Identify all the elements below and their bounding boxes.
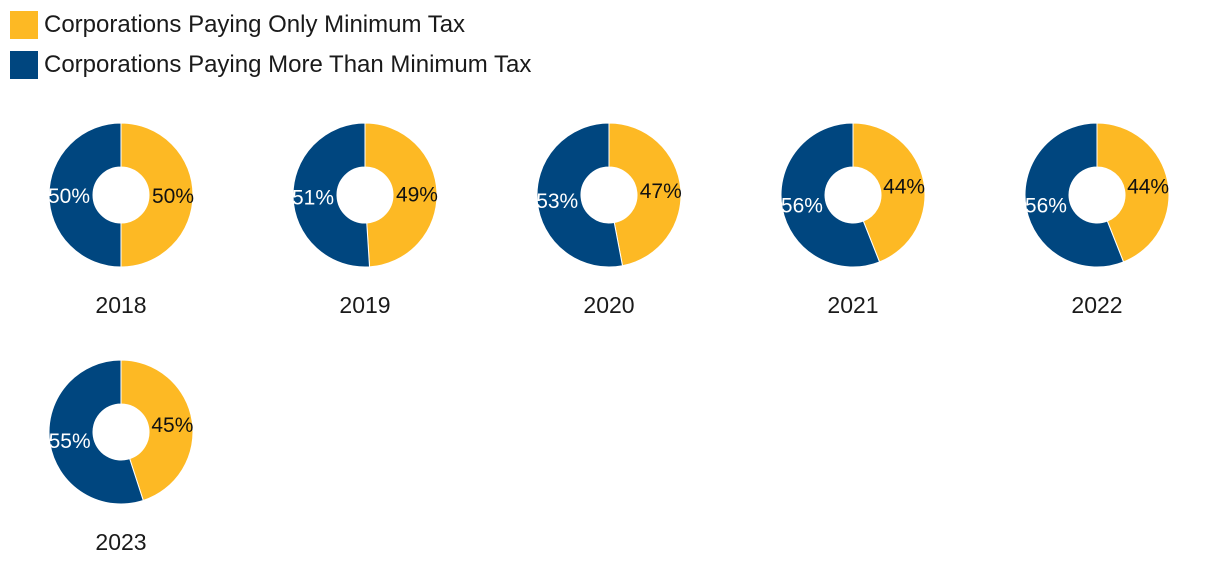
slice-2020-more-than-minimum — [536, 122, 624, 268]
donut-2021: 44% 56% 2021 — [780, 122, 926, 318]
year-label-2021: 2021 — [827, 292, 878, 318]
year-label-2022: 2022 — [1071, 292, 1122, 318]
legend-label-only-minimum: Corporations Paying Only Minimum Tax — [44, 11, 466, 38]
slice-2019-more-than-minimum — [292, 122, 371, 268]
data-label-2018-more-than-minimum: 50% — [48, 185, 90, 208]
legend: Corporations Paying Only Minimum Tax Cor… — [10, 10, 531, 90]
donut-2018: 50% 50% 2018 — [48, 122, 194, 318]
slice-2019-only-minimum — [364, 122, 438, 268]
data-label-2022-more-than-minimum: 56% — [1025, 195, 1067, 218]
legend-label-more-than-minimum: Corporations Paying More Than Minimum Ta… — [44, 51, 532, 78]
donut-2019: 49% 51% 2019 — [292, 122, 438, 318]
year-label-2019: 2019 — [339, 292, 390, 318]
slice-2022-more-than-minimum — [1024, 122, 1125, 268]
slice-2023-only-minimum — [120, 359, 194, 502]
legend-swatch-more-than-minimum — [10, 51, 38, 79]
data-label-2022-only-minimum: 44% — [1127, 175, 1169, 198]
data-label-2020-more-than-minimum: 53% — [536, 190, 578, 213]
slice-2020-only-minimum — [608, 122, 682, 267]
data-label-2023-only-minimum: 45% — [151, 414, 193, 437]
legend-item-only-minimum: Corporations Paying Only Minimum Tax — [10, 10, 531, 40]
slice-2018-only-minimum — [120, 122, 194, 268]
legend-item-more-than-minimum: Corporations Paying More Than Minimum Ta… — [10, 50, 531, 80]
donut-2023: 45% 55% 2023 — [48, 359, 194, 555]
data-label-2019-more-than-minimum: 51% — [292, 187, 334, 210]
slice-2021-more-than-minimum — [780, 122, 881, 268]
data-label-2023-more-than-minimum: 55% — [49, 430, 91, 453]
slice-2021-only-minimum — [852, 122, 926, 263]
data-label-2021-only-minimum: 44% — [883, 175, 925, 198]
donut-2020: 47% 53% 2020 — [536, 122, 682, 318]
year-label-2018: 2018 — [95, 292, 146, 318]
slice-2022-only-minimum — [1096, 122, 1170, 263]
year-label-2023: 2023 — [95, 529, 146, 555]
slice-2023-more-than-minimum — [48, 359, 144, 505]
slice-2018-more-than-minimum — [48, 122, 122, 268]
data-label-2021-more-than-minimum: 56% — [781, 195, 823, 218]
data-label-2019-only-minimum: 49% — [396, 183, 438, 206]
legend-swatch-only-minimum — [10, 11, 38, 39]
year-label-2020: 2020 — [583, 292, 634, 318]
data-label-2018-only-minimum: 50% — [152, 185, 194, 208]
donut-2022: 44% 56% 2022 — [1024, 122, 1170, 318]
data-label-2020-only-minimum: 47% — [640, 180, 682, 203]
